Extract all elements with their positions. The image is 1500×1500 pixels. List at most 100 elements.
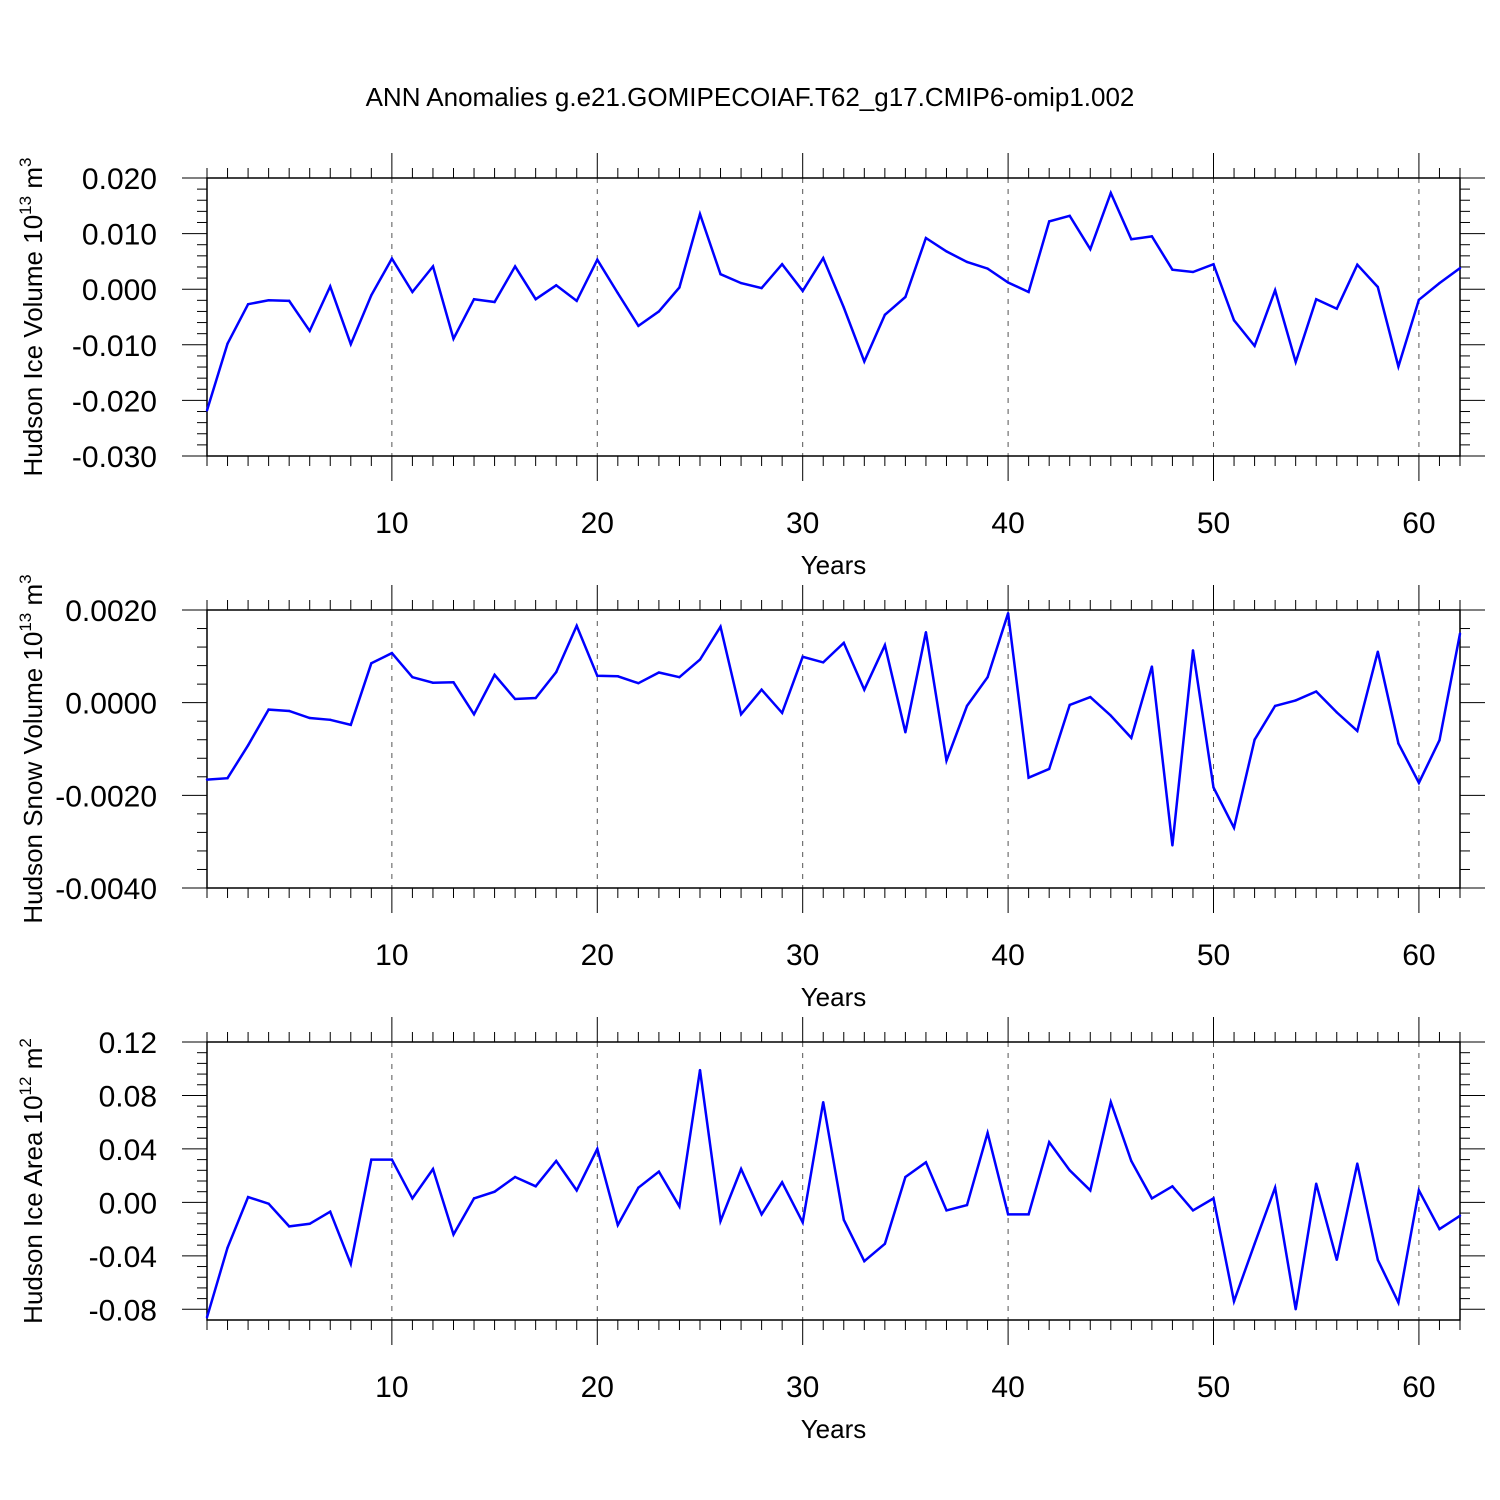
data-point <box>246 1195 250 1199</box>
data-point <box>657 310 661 313</box>
data-point <box>863 688 866 691</box>
data-point <box>1273 1186 1277 1189</box>
data-point <box>739 281 743 285</box>
data-point <box>370 294 373 297</box>
x-tick-label: 50 <box>1197 507 1230 540</box>
data-point <box>616 675 620 678</box>
data-point <box>1376 285 1380 289</box>
data-point <box>534 696 537 700</box>
data-point <box>1027 776 1030 779</box>
y-tick-label: -0.030 <box>72 441 157 474</box>
data-point <box>1027 1213 1030 1216</box>
data-point <box>1212 262 1215 266</box>
data-point <box>986 675 989 679</box>
data-point <box>1047 1141 1051 1144</box>
data-point <box>575 1189 578 1192</box>
data-point <box>246 303 250 306</box>
data-point <box>842 641 845 645</box>
data-point <box>308 1222 311 1225</box>
data-point <box>472 1197 476 1200</box>
x-tick-label: 60 <box>1402 939 1435 972</box>
chart-title: ANN Anomalies g.e21.GOMIPECOIAF.T62_g17.… <box>366 82 1135 112</box>
data-point <box>1191 649 1195 652</box>
data-point <box>493 673 496 677</box>
data-point <box>1232 826 1236 829</box>
data-point <box>267 708 270 711</box>
data-point <box>411 675 414 679</box>
data-point <box>986 1131 989 1135</box>
data-point <box>1253 344 1256 348</box>
data-point <box>1191 1209 1195 1212</box>
data-point <box>390 257 394 260</box>
data-point <box>801 1221 804 1224</box>
data-point <box>596 258 599 261</box>
data-point <box>246 744 250 747</box>
data-point <box>698 212 702 216</box>
data-point <box>452 1233 455 1236</box>
data-point <box>554 284 558 287</box>
data-point <box>780 1181 784 1184</box>
data-point <box>924 631 928 634</box>
data-point <box>719 1219 722 1223</box>
data-point <box>1438 281 1441 285</box>
data-point <box>308 329 311 333</box>
data-point <box>370 1158 373 1161</box>
data-point <box>575 624 578 627</box>
data-point <box>1417 781 1421 785</box>
data-point <box>329 718 332 722</box>
data-point <box>1397 365 1400 368</box>
y-tick-label: 0.04 <box>99 1134 157 1167</box>
data-point <box>390 651 394 655</box>
y-tick-label: 0.010 <box>82 219 157 252</box>
data-point <box>945 1209 948 1212</box>
data-point <box>287 709 291 713</box>
data-point <box>267 299 270 302</box>
data-point <box>205 778 209 781</box>
data-point <box>1171 268 1174 271</box>
data-point <box>493 1190 496 1193</box>
data-point <box>637 324 640 328</box>
data-point <box>431 681 435 684</box>
data-point <box>822 661 825 664</box>
data-point <box>863 360 866 363</box>
data-point <box>226 776 229 780</box>
data-point <box>411 290 414 294</box>
data-point <box>1006 281 1010 284</box>
y-tick-label: -0.08 <box>89 1294 157 1327</box>
y-tick-label: -0.020 <box>72 385 157 418</box>
data-point <box>1212 1197 1215 1200</box>
data-point <box>370 662 373 665</box>
data-point <box>1191 270 1195 274</box>
data-point <box>308 716 311 720</box>
data-point <box>205 409 209 412</box>
y-tick-label: 0.00 <box>99 1187 157 1220</box>
data-point <box>287 1225 291 1228</box>
data-point <box>1109 1100 1113 1104</box>
data-point <box>883 313 887 316</box>
y-tick-label: -0.010 <box>72 330 157 363</box>
data-point <box>575 299 578 303</box>
data-point <box>1150 1197 1154 1200</box>
data-point <box>698 658 702 661</box>
data-point <box>1006 1213 1010 1216</box>
data-point <box>1376 1258 1380 1262</box>
x-axis-label: Years <box>801 982 867 1012</box>
data-point <box>965 704 969 708</box>
data-point <box>1315 690 1318 693</box>
data-point <box>637 682 640 685</box>
data-point <box>1335 1258 1338 1262</box>
data-point <box>760 688 763 691</box>
data-point <box>472 298 476 301</box>
data-point <box>657 671 661 674</box>
data-point <box>1109 714 1113 717</box>
x-tick-label: 40 <box>991 507 1024 540</box>
y-tick-label: 0.0000 <box>65 688 157 721</box>
y-axis-label: Hudson Snow Volume 1013 m3 <box>16 574 48 923</box>
data-point <box>1130 1159 1133 1163</box>
y-axis-label: Hudson Ice Area 1012 m2 <box>16 1038 48 1324</box>
data-point <box>1397 742 1400 745</box>
data-point <box>431 1167 435 1171</box>
data-point <box>1253 1242 1256 1246</box>
data-point <box>924 1161 928 1164</box>
data-point <box>513 265 517 268</box>
